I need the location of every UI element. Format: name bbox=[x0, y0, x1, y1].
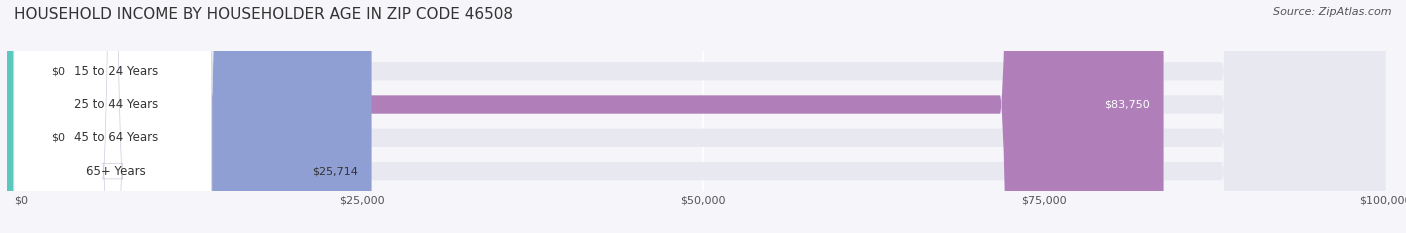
Text: 45 to 64 Years: 45 to 64 Years bbox=[75, 131, 159, 144]
Text: Source: ZipAtlas.com: Source: ZipAtlas.com bbox=[1274, 7, 1392, 17]
FancyBboxPatch shape bbox=[0, 0, 184, 233]
FancyBboxPatch shape bbox=[14, 0, 212, 233]
Text: $25,714: $25,714 bbox=[312, 166, 359, 176]
FancyBboxPatch shape bbox=[21, 0, 371, 233]
FancyBboxPatch shape bbox=[14, 0, 212, 233]
Text: $0: $0 bbox=[51, 133, 65, 143]
FancyBboxPatch shape bbox=[21, 0, 1385, 233]
Text: $0: $0 bbox=[51, 66, 65, 76]
Text: HOUSEHOLD INCOME BY HOUSEHOLDER AGE IN ZIP CODE 46508: HOUSEHOLD INCOME BY HOUSEHOLDER AGE IN Z… bbox=[14, 7, 513, 22]
FancyBboxPatch shape bbox=[14, 0, 212, 233]
Text: $83,750: $83,750 bbox=[1104, 99, 1150, 110]
Text: 25 to 44 Years: 25 to 44 Years bbox=[75, 98, 159, 111]
Text: 15 to 24 Years: 15 to 24 Years bbox=[75, 65, 159, 78]
Text: 65+ Years: 65+ Years bbox=[86, 164, 146, 178]
FancyBboxPatch shape bbox=[21, 0, 1385, 233]
FancyBboxPatch shape bbox=[21, 0, 1164, 233]
FancyBboxPatch shape bbox=[0, 0, 184, 233]
FancyBboxPatch shape bbox=[21, 0, 1385, 233]
FancyBboxPatch shape bbox=[14, 0, 212, 233]
FancyBboxPatch shape bbox=[21, 0, 1385, 233]
